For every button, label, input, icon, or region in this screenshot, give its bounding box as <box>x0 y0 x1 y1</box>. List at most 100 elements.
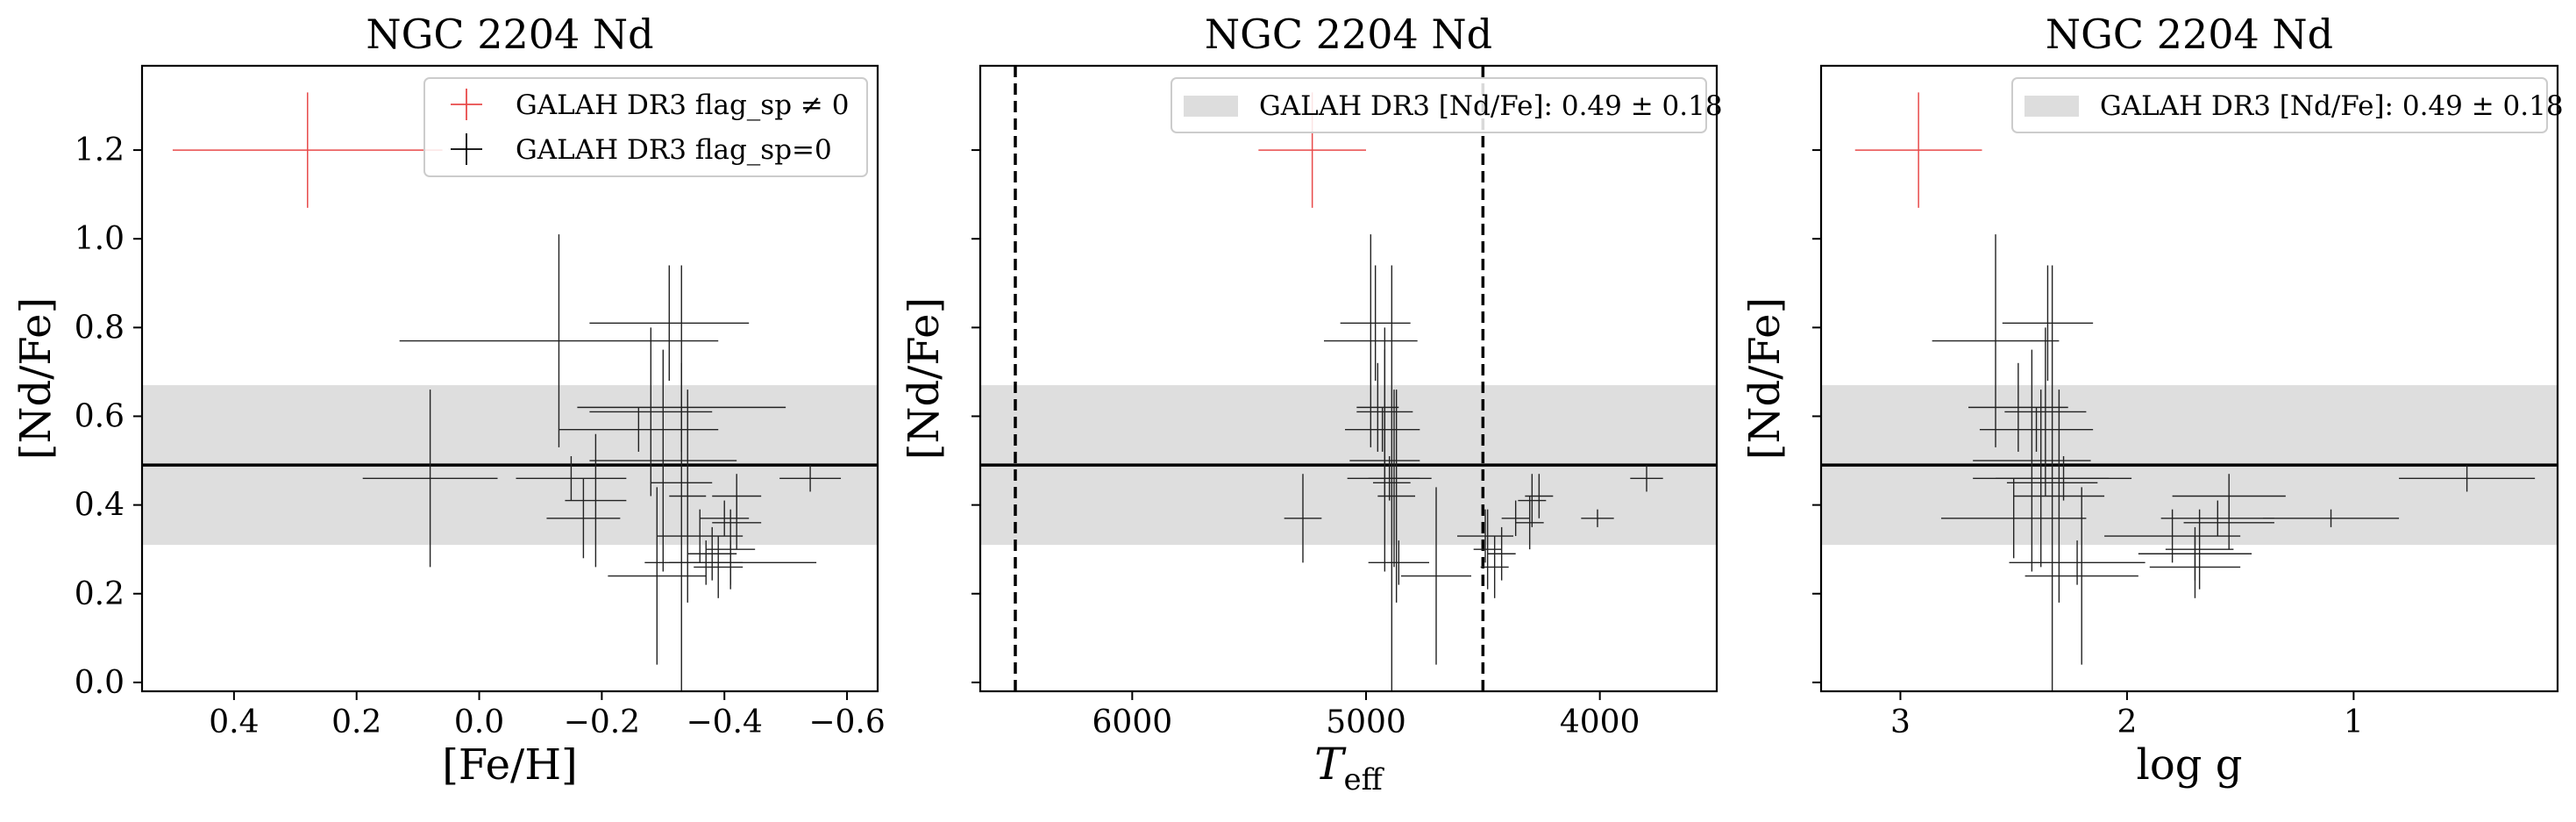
data-point <box>362 390 498 568</box>
data-point <box>1284 474 1322 563</box>
y-tick-label: 0.6 <box>75 398 125 434</box>
legend-label: GALAH DR3 [Nd/Fe]: 0.49 ± 0.18 <box>2100 90 2564 122</box>
data-point <box>1581 509 1614 527</box>
data-point <box>644 540 817 585</box>
legend-label: GALAH DR3 flag_sp=0 <box>516 134 832 166</box>
x-axis-label: log g <box>2137 740 2243 790</box>
x-tick-label: 6000 <box>1092 704 1173 740</box>
y-tick-label: 0.4 <box>75 488 125 524</box>
x-tick-label: 4000 <box>1560 704 1640 740</box>
data-point <box>546 478 621 559</box>
data-point <box>2009 540 2145 585</box>
data-point <box>1356 327 1413 497</box>
x-tick-label: 0.0 <box>454 704 504 740</box>
x-tick-label: 3 <box>1890 704 1911 740</box>
data-point <box>694 536 744 598</box>
data-point <box>589 265 750 382</box>
data-point <box>2002 265 2094 382</box>
data-point <box>651 265 713 691</box>
legend-box <box>423 77 868 177</box>
y-tick-label: 0.8 <box>75 310 125 346</box>
panel-1: 0.4 0.2 0.0 −0.2 −0.4 −0.6 0.0 0.2 0.4 0.6 0.8 1.0 1… <box>11 11 886 790</box>
y-tick-label: 0.0 <box>75 665 125 701</box>
data-point <box>1368 540 1429 585</box>
data-point <box>1968 362 2068 452</box>
data-point <box>712 474 762 518</box>
data-point <box>1525 474 1554 518</box>
data-point <box>2013 390 2105 603</box>
data-point <box>1501 500 1530 537</box>
chart-title: NGC 2204 Nd <box>366 11 653 58</box>
data-point <box>2263 509 2400 527</box>
legend-patch <box>1184 96 1238 117</box>
legend-label: GALAH DR3 [Nd/Fe]: 0.49 ± 0.18 <box>1259 90 1723 122</box>
x-tick-label: −0.2 <box>564 704 640 740</box>
data-point <box>559 407 719 452</box>
legend: GALAH DR3 [Nd/Fe]: 0.49 ± 0.18 <box>2011 77 2564 133</box>
chart-title: NGC 2204 Nd <box>1205 11 1492 58</box>
x-tick-label: 0.4 <box>209 704 259 740</box>
data-point <box>565 433 627 568</box>
legend-box <box>1171 77 1707 133</box>
y-tick-label: 0.2 <box>75 576 125 612</box>
x-tick-label: 0.2 <box>331 704 381 740</box>
data-point <box>700 500 750 537</box>
data-point <box>1973 349 2091 572</box>
x-tick-label: 5000 <box>1326 704 1406 740</box>
plot-area-1 <box>142 92 878 691</box>
y-tick-label: 1.2 <box>75 132 125 168</box>
data-point <box>1368 390 1420 568</box>
x-axis-label-subscript: eff <box>1344 762 1385 797</box>
chart-title: NGC 2204 Nd <box>2046 11 2333 58</box>
data-point <box>1457 509 1513 563</box>
data-point <box>1932 234 2060 447</box>
x-axis-label: Teff <box>1314 739 1384 797</box>
data-point <box>399 234 719 447</box>
data-point <box>589 349 737 572</box>
y-tick-label: 1.0 <box>75 221 125 257</box>
panel-2: 6000 5000 4000 NGC 2204 Nd Teff [Nd/Fe] GALAH … <box>900 11 1723 797</box>
x-tick-label: −0.6 <box>808 704 885 740</box>
data-point <box>1940 478 2087 559</box>
data-point <box>1996 455 2132 501</box>
data-point <box>1979 407 2094 452</box>
plot-area-3 <box>1821 92 2558 691</box>
plot-area-2 <box>980 66 1717 691</box>
panel-3: 3 2 1 NGC 2204 Nd log g [Nd/Fe] GALAH DR3 [Nd/… <box>1740 11 2564 790</box>
axes-frame <box>1819 64 2559 693</box>
data-point <box>2183 496 2274 550</box>
data-point <box>687 526 737 581</box>
data-point <box>1373 265 1411 691</box>
data-point <box>2004 327 2087 497</box>
data-point <box>1473 509 1502 590</box>
legend: GALAH DR3 [Nd/Fe]: 0.49 ± 0.18 <box>1171 77 1723 133</box>
data-point <box>1401 487 1471 665</box>
x-tick-label: −0.4 <box>686 704 762 740</box>
data-point <box>1518 474 1547 527</box>
y-axis-label: [Nd/Fe] <box>11 297 60 460</box>
data-point <box>1630 465 1663 492</box>
legend-box <box>2011 77 2548 133</box>
legend-label: GALAH DR3 flag_sp ≠ 0 <box>516 89 849 121</box>
y-axis-label: [Nd/Fe] <box>1740 297 1790 460</box>
data-point <box>669 390 707 603</box>
x-axis-label: [Fe/H] <box>442 740 578 790</box>
legend-patch <box>2025 96 2079 117</box>
x-axis-label-text: T <box>1314 739 1347 790</box>
data-point <box>1340 265 1411 382</box>
data-point <box>2006 265 2098 691</box>
x-tick-label: 1 <box>2344 704 2364 740</box>
axes-frame <box>978 64 1719 693</box>
legend: GALAH DR3 flag_sp ≠ 0 GALAH DR3 flag_sp=0 <box>423 77 868 177</box>
data-point <box>1487 526 1516 581</box>
flagged-point <box>172 92 443 208</box>
data-point <box>1515 496 1544 550</box>
data-point <box>516 455 627 501</box>
data-point <box>2160 500 2274 537</box>
data-point <box>2399 465 2536 492</box>
axes-frame <box>140 64 879 693</box>
flagged-point <box>1854 92 1982 208</box>
y-axis-label: [Nd/Fe] <box>900 297 949 460</box>
data-point <box>608 487 707 665</box>
